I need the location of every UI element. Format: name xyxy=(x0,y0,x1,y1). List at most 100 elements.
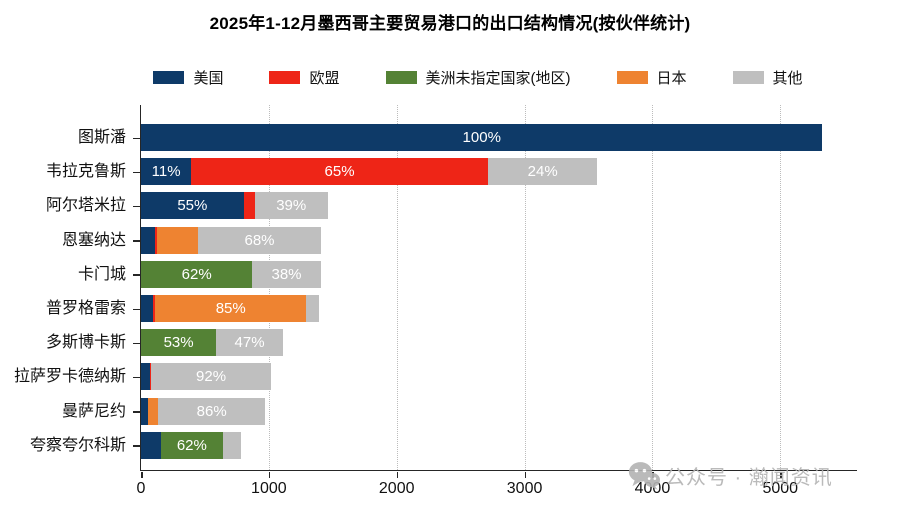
bar-segment-label: 39% xyxy=(276,197,307,215)
bar-segment-label: 47% xyxy=(234,334,265,352)
legend-swatch xyxy=(732,71,764,84)
bar-segment xyxy=(141,363,151,391)
bar-segment: 38% xyxy=(252,260,321,288)
y-tick-mark xyxy=(133,342,141,345)
bar-segment-label: 100% xyxy=(462,129,501,146)
y-tick-mark xyxy=(133,274,141,276)
bar-segment-label: 62% xyxy=(176,436,207,454)
x-tick-mark xyxy=(396,472,399,478)
bar-segment: 55% xyxy=(141,192,244,220)
bar-segment xyxy=(222,431,241,459)
bar-row: 92% xyxy=(141,363,271,391)
bar-segment-label: 86% xyxy=(196,402,227,420)
bar-segment xyxy=(141,397,149,425)
bar-segment: 65% xyxy=(191,158,488,186)
legend-label: 美国 xyxy=(193,70,224,87)
x-tick-label: 0 xyxy=(136,480,146,497)
bar-row: 55% 39% xyxy=(141,192,328,220)
wechat-chat-bubbles-icon xyxy=(628,462,660,490)
bar-row: 53% 47% xyxy=(141,329,283,357)
legend-label: 美洲未指定国家(地区) xyxy=(425,70,571,87)
legend-label: 其他 xyxy=(772,70,803,87)
legend-item-4: 日本 xyxy=(616,67,687,88)
bar-segment-label: 53% xyxy=(163,334,194,352)
watermark-text: 公众号 · 瀚闻资讯 xyxy=(665,467,833,489)
x-tick-label: 2000 xyxy=(378,480,415,497)
bar-row: 86% xyxy=(141,397,265,425)
x-tick-mark xyxy=(141,472,143,478)
x-tick-label: 5000 xyxy=(762,480,799,497)
y-tick-mark xyxy=(133,240,141,242)
bar-segment: 39% xyxy=(254,192,328,220)
bar-row: 11% 65% 24% xyxy=(141,158,598,186)
category-label: 夸察夸尔科斯 xyxy=(29,436,126,454)
bar-segment-label: 85% xyxy=(215,300,246,317)
chart-title: 2025年1-12月墨西哥主要贸易港口的出口结构情况(按伙伴统计) xyxy=(209,14,691,33)
bar-row: 62% xyxy=(141,431,241,459)
bar-segment: 85% xyxy=(155,295,307,322)
bar-row: 68% xyxy=(141,226,321,254)
category-label: 图斯潘 xyxy=(77,129,126,146)
bar-segment xyxy=(141,226,156,254)
bar-segment-label: 24% xyxy=(527,163,558,181)
bar-segment: 86% xyxy=(158,397,265,425)
legend-item-1: 美国 xyxy=(153,67,223,88)
legend-swatch xyxy=(269,71,301,84)
plot-area: 100% 11% 65% 24% 55% 39% 68% 62% 38% 85% 53% 47% 92%… xyxy=(133,105,857,497)
legend-label: 日本 xyxy=(656,70,687,87)
bar-segment: 47% xyxy=(216,329,283,357)
gridline-5000 xyxy=(780,105,782,470)
bar-segment xyxy=(243,192,255,220)
bar-segment: 62% xyxy=(141,260,253,288)
y-tick-mark xyxy=(133,205,141,208)
category-label: 韦拉克鲁斯 xyxy=(45,163,126,181)
x-tick-label: 3000 xyxy=(506,480,543,497)
x-tick-label: 1000 xyxy=(251,480,287,497)
category-label: 多斯博卡斯 xyxy=(45,334,126,352)
bar-segment-label: 55% xyxy=(177,197,208,215)
x-tick-mark xyxy=(268,472,271,478)
gridline-4000 xyxy=(652,105,654,470)
bar-segment xyxy=(148,397,159,425)
bar-row: 100% xyxy=(141,124,823,151)
bar-segment xyxy=(153,295,156,322)
legend: 美国 欧盟 美洲未指定国家(地区) 日本 其他 xyxy=(28,67,900,88)
legend-swatch xyxy=(153,71,185,84)
bar-segment xyxy=(155,226,158,254)
bar-segment-label: 11% xyxy=(151,163,181,181)
bar-segment: 100% xyxy=(141,124,823,151)
category-label: 普罗格雷索 xyxy=(45,300,126,317)
bar-segment-label: 38% xyxy=(271,265,302,283)
bar-segment: 24% xyxy=(487,158,598,186)
gridline-3000 xyxy=(524,105,526,470)
gridline-2000 xyxy=(396,105,398,470)
bar-segment: 62% xyxy=(160,431,223,459)
y-tick-mark xyxy=(133,376,141,379)
y-tick-mark xyxy=(133,411,141,413)
x-tick-label: 4000 xyxy=(634,480,671,497)
bar-segment xyxy=(141,431,161,459)
legend-item-2: 欧盟 xyxy=(269,67,340,88)
bar-segment-label: 62% xyxy=(181,265,212,283)
bar-segment xyxy=(141,295,154,322)
bar-row: 85% xyxy=(141,295,319,322)
bar-segment-label: 68% xyxy=(244,231,275,249)
x-tick-mark xyxy=(524,472,527,478)
category-label: 拉萨罗卡德纳斯 xyxy=(13,368,126,386)
category-label: 阿尔塔米拉 xyxy=(45,197,126,215)
legend-swatch xyxy=(616,71,648,84)
y-tick-mark xyxy=(133,137,141,139)
bar-segment: 68% xyxy=(198,226,321,254)
y-axis-labels: 图斯潘 韦拉克鲁斯 阿尔塔米拉 恩塞纳达 卡门城 普罗格雷索 多斯博卡斯 拉萨罗卡德纳斯 曼萨尼… xyxy=(0,105,133,470)
bar-segment: 11% xyxy=(141,158,192,186)
legend-swatch xyxy=(385,71,417,84)
bar-segment-label: 65% xyxy=(324,163,355,181)
category-label: 恩塞纳达 xyxy=(61,231,126,249)
legend-item-5: 其他 xyxy=(732,67,803,88)
y-tick-mark xyxy=(133,445,141,447)
watermark: 公众号 · 瀚闻资讯 xyxy=(628,461,833,490)
y-tick-mark xyxy=(133,308,141,310)
bar-segment: 92% xyxy=(151,363,271,391)
category-label: 曼萨尼约 xyxy=(61,402,126,420)
